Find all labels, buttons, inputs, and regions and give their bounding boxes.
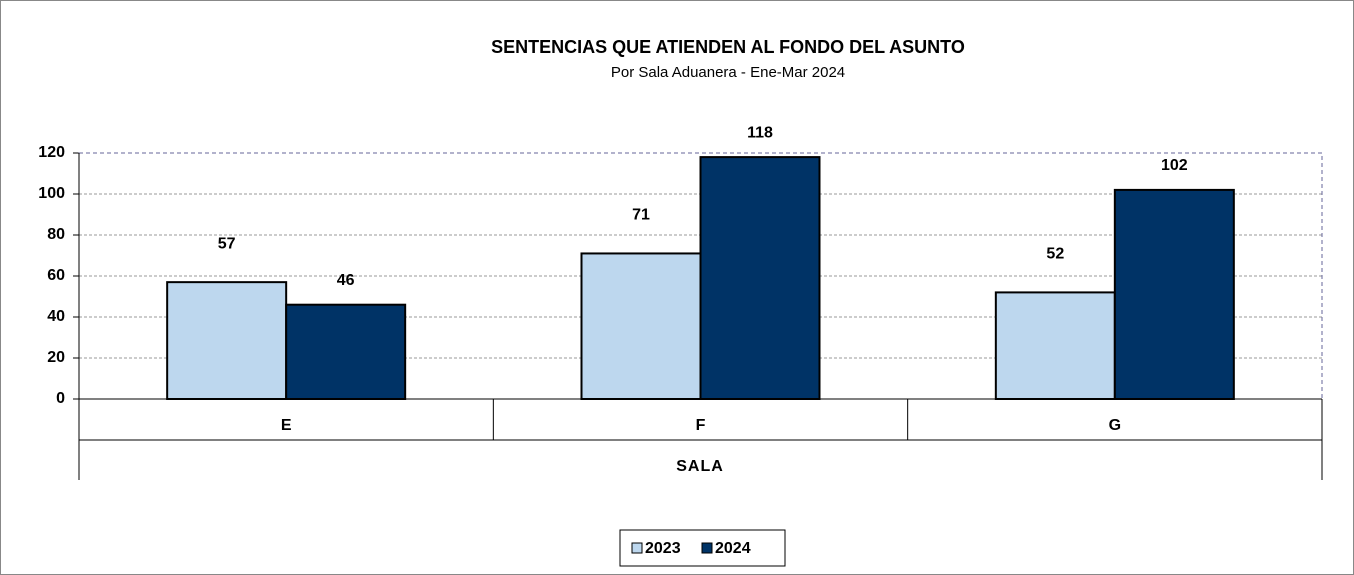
x-tick-label: E [281, 417, 292, 434]
y-tick-label: 20 [47, 349, 65, 366]
chart-subtitle: Por Sala Aduanera - Ene-Mar 2024 [611, 64, 845, 81]
y-tick-label: 80 [47, 226, 65, 243]
bar [994, 291, 1116, 400]
legend-label: 2024 [715, 540, 751, 557]
bar [699, 156, 821, 400]
bar [1113, 188, 1235, 400]
x-tick-label: F [696, 417, 706, 434]
y-tick-label: 120 [38, 144, 65, 161]
x-tick-label: G [1109, 417, 1121, 434]
bar [166, 281, 288, 400]
bar [285, 303, 407, 401]
data-label: 102 [1161, 157, 1188, 174]
data-label: 57 [218, 235, 236, 252]
y-tick-label: 40 [47, 308, 65, 325]
legend-swatch [701, 542, 713, 554]
bar [580, 252, 702, 400]
y-tick-label: 0 [56, 390, 65, 407]
data-label: 118 [747, 124, 773, 141]
chart-title: SENTENCIAS QUE ATIENDEN AL FONDO DEL ASU… [491, 37, 965, 57]
y-tick-label: 100 [38, 185, 65, 202]
y-tick-label: 60 [47, 267, 65, 284]
data-label: 71 [632, 207, 650, 224]
data-label: 52 [1046, 246, 1064, 263]
legend-label: 2023 [645, 540, 681, 557]
data-label: 46 [337, 272, 355, 289]
legend-swatch [631, 542, 643, 554]
x-axis-title: SALA [676, 458, 724, 475]
